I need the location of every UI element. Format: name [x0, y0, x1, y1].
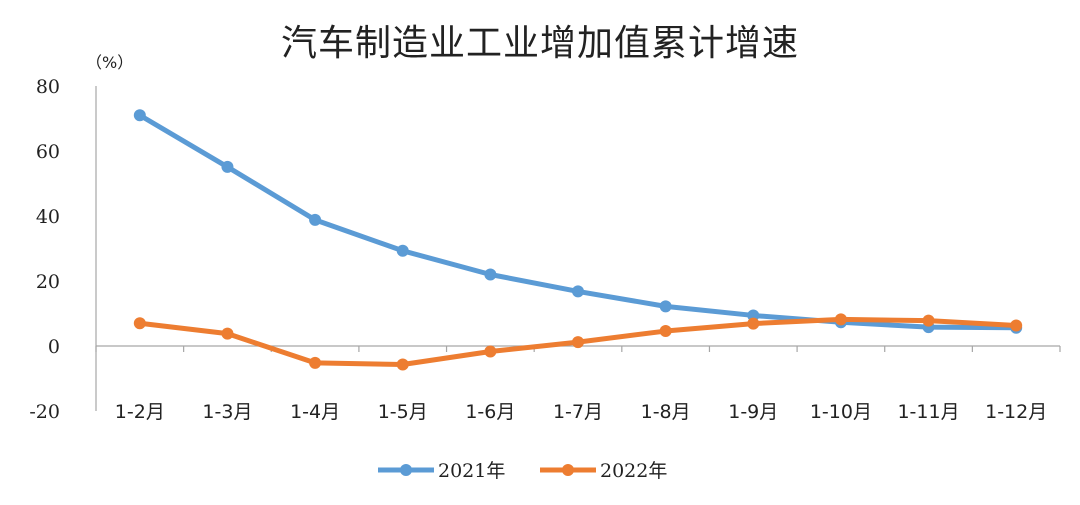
- x-category-label: 1-12月: [985, 401, 1047, 423]
- legend: 2021年 2022年: [378, 460, 667, 482]
- data-point: [1010, 319, 1023, 332]
- series-1: [133, 313, 1023, 371]
- data-point: [659, 325, 672, 338]
- x-category-label: 1-11月: [897, 401, 959, 423]
- unit-label: （%）: [86, 53, 133, 72]
- x-category-label: 1-5月: [378, 401, 428, 423]
- data-point: [834, 313, 847, 326]
- chart-title: 汽车制造业工业增加值累计增速: [280, 23, 799, 64]
- data-point: [221, 327, 234, 340]
- y-tick-label: 60: [36, 141, 60, 163]
- y-tick-label: 80: [36, 76, 60, 98]
- x-category-label: 1-7月: [553, 401, 603, 423]
- x-category-label: 1-4月: [290, 401, 340, 423]
- x-category-label: 1-9月: [728, 401, 778, 423]
- x-category-label: 1-2月: [115, 401, 165, 423]
- legend-label: 2022年: [600, 460, 667, 482]
- x-category-label: 1-3月: [202, 401, 252, 423]
- data-point: [922, 314, 935, 327]
- x-category-label: 1-8月: [641, 401, 691, 423]
- y-tick-label: 0: [48, 336, 60, 358]
- legend-marker: [400, 464, 412, 476]
- series-layer: [133, 109, 1023, 371]
- x-category-label: 1-6月: [465, 401, 515, 423]
- x-category-label: 1-10月: [810, 401, 872, 423]
- legend-marker: [562, 464, 574, 476]
- data-point: [396, 358, 409, 371]
- y-tick-label: -20: [29, 401, 60, 423]
- series-0: [133, 109, 1023, 334]
- data-point: [133, 317, 146, 330]
- data-point: [572, 336, 584, 349]
- data-point: [221, 160, 234, 173]
- data-point: [572, 285, 584, 298]
- data-point: [309, 356, 322, 369]
- data-point: [659, 300, 672, 313]
- data-point: [309, 213, 322, 226]
- legend-item: 2021年: [378, 460, 505, 482]
- legend-label: 2021年: [438, 460, 505, 482]
- y-axis-ticks: -20 0 20 40 60 80: [29, 76, 60, 423]
- data-point: [133, 109, 146, 122]
- y-tick-label: 20: [36, 271, 60, 293]
- y-tick-label: 40: [36, 206, 60, 228]
- x-axis-labels: 1-2月 1-3月 1-4月 1-5月 1-6月 1-7月 1-8月 1-9月 1-10月 1-1…: [115, 401, 1047, 423]
- data-point: [484, 268, 497, 281]
- data-point: [747, 317, 760, 330]
- data-point: [484, 345, 497, 358]
- legend-item: 2022年: [540, 460, 667, 482]
- data-point: [396, 244, 409, 257]
